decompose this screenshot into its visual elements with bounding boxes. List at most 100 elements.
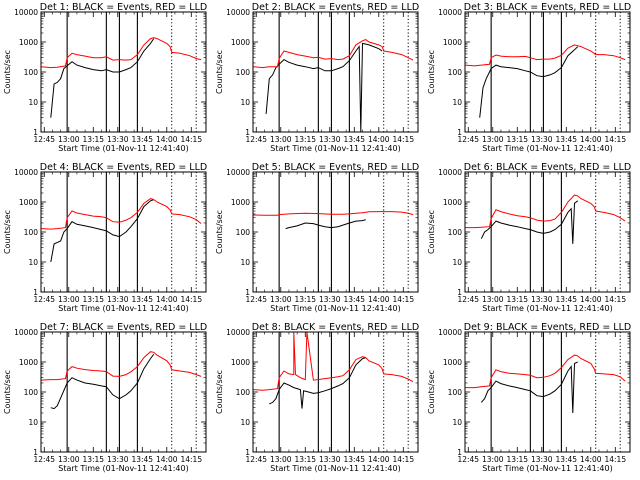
- x-tick-label: 12:45: [457, 455, 479, 464]
- panel-det-1: Det 1: BLACK = Events, RED = LLD 1 10 100 10…: [3, 2, 207, 153]
- y-tick-label: 1: [33, 288, 38, 297]
- plot-frame: [40, 331, 207, 453]
- events-series-line: [480, 200, 579, 244]
- x-tick-label: 13:00: [482, 455, 504, 464]
- x-tick-label: 14:00: [368, 455, 390, 464]
- plot-frame: [464, 331, 631, 453]
- y-tick-label: 10: [28, 98, 38, 107]
- y-tick-label: 1: [457, 128, 462, 137]
- x-tick-label: 13:45: [343, 455, 365, 464]
- x-tick-label: 14:15: [392, 135, 414, 144]
- y-axis-label: Counts/sec: [3, 50, 12, 94]
- y-tick-label: 100: [236, 228, 251, 237]
- x-tick-label: 13:00: [482, 295, 504, 304]
- x-tick-label: 13:30: [531, 455, 553, 464]
- x-tick-label: 13:30: [107, 135, 129, 144]
- plot-frame: [252, 11, 419, 133]
- panel-det-2: Det 2: BLACK = Events, RED = LLD 1 10 100 10…: [215, 2, 419, 153]
- y-axis-label: Counts/sec: [427, 50, 436, 94]
- y-axis-label: Counts/sec: [3, 370, 12, 414]
- x-tick-label: 13:15: [294, 295, 316, 304]
- y-tick-label: 10: [28, 258, 38, 267]
- panel-title: Det 2: BLACK = Events, RED = LLD: [252, 2, 419, 13]
- y-tick-label: 100: [24, 68, 39, 77]
- x-tick-label: 14:00: [156, 455, 178, 464]
- x-tick-label: 14:00: [156, 295, 178, 304]
- y-tick-label: 100: [236, 68, 251, 77]
- x-tick-label: 12:45: [33, 455, 55, 464]
- x-tick-label: 13:45: [343, 295, 365, 304]
- y-tick-label: 10000: [14, 8, 38, 17]
- y-tick-label: 1000: [231, 38, 250, 47]
- x-tick-label: 13:45: [131, 135, 153, 144]
- x-tick-label: 13:15: [82, 135, 104, 144]
- panel-title: Det 3: BLACK = Events, RED = LLD: [464, 2, 631, 13]
- y-tick-label: 10000: [14, 328, 38, 337]
- y-tick-label: 1000: [443, 358, 462, 367]
- x-tick-label: 13:30: [319, 455, 341, 464]
- x-tick-label: 13:30: [107, 295, 129, 304]
- lld-series-line: [253, 211, 414, 216]
- events-series-line: [269, 357, 366, 409]
- x-axis-label: Start Time (01-Nov-11 12:41:40): [58, 304, 188, 313]
- x-axis-label: Start Time (01-Nov-11 12:41:40): [58, 464, 188, 473]
- panel-title: Det 4: BLACK = Events, RED = LLD: [40, 162, 207, 173]
- panel-det-6: Det 6: BLACK = Events, RED = LLD 1 10 100 10…: [427, 162, 631, 313]
- plot-frame: [252, 171, 419, 293]
- y-tick-label: 100: [448, 388, 463, 397]
- y-tick-label: 1000: [19, 198, 38, 207]
- y-tick-label: 1000: [19, 358, 38, 367]
- y-axis-label: Counts/sec: [427, 210, 436, 254]
- y-tick-label: 1000: [443, 198, 462, 207]
- lld-series-line: [465, 44, 626, 67]
- y-tick-label: 100: [448, 68, 463, 77]
- events-series-line: [50, 199, 154, 263]
- x-tick-label: 13:45: [555, 135, 577, 144]
- y-tick-label: 1: [457, 288, 462, 297]
- plot-frame: [464, 171, 631, 293]
- x-tick-label: 12:45: [33, 135, 55, 144]
- events-series-line: [265, 42, 383, 132]
- lld-series-line: [253, 332, 414, 391]
- panel-det-8: Det 8: BLACK = Events, RED = LLD 1 10 100 10…: [215, 322, 419, 473]
- x-tick-label: 14:15: [180, 135, 202, 144]
- x-tick-label: 13:30: [319, 295, 341, 304]
- y-tick-label: 100: [448, 228, 463, 237]
- x-axis-label: Start Time (01-Nov-11 12:41:40): [58, 144, 188, 153]
- x-tick-label: 13:00: [58, 135, 80, 144]
- x-tick-label: 13:15: [82, 455, 104, 464]
- y-tick-label: 1: [33, 128, 38, 137]
- x-tick-label: 13:15: [294, 455, 316, 464]
- x-tick-label: 13:30: [531, 295, 553, 304]
- y-tick-label: 10000: [226, 8, 250, 17]
- events-series-line: [480, 361, 578, 414]
- plot-frame: [40, 171, 207, 293]
- panel-det-7: Det 7: BLACK = Events, RED = LLD 1 10 100 10…: [3, 322, 207, 473]
- x-tick-label: 13:45: [555, 455, 577, 464]
- lld-series-line: [465, 194, 626, 229]
- x-tick-label: 13:45: [343, 135, 365, 144]
- x-tick-label: 13:15: [82, 295, 104, 304]
- x-tick-label: 13:00: [270, 135, 292, 144]
- x-axis-label: Start Time (01-Nov-11 12:41:40): [270, 464, 400, 473]
- x-tick-label: 12:45: [33, 295, 55, 304]
- y-tick-label: 10: [452, 98, 462, 107]
- x-tick-label: 13:00: [58, 455, 80, 464]
- panel-title: Det 7: BLACK = Events, RED = LLD: [40, 322, 207, 333]
- x-tick-label: 14:15: [604, 135, 626, 144]
- x-tick-label: 14:15: [392, 455, 414, 464]
- y-tick-label: 10: [28, 418, 38, 427]
- plot-frame: [40, 11, 207, 133]
- y-axis-label: Counts/sec: [215, 210, 224, 254]
- panel-det-4: Det 4: BLACK = Events, RED = LLD 1 10 100 10…: [3, 162, 207, 313]
- panel-title: Det 8: BLACK = Events, RED = LLD: [252, 322, 419, 333]
- panel-det-5: Det 5: BLACK = Events, RED = LLD 1 10 100 10…: [215, 162, 419, 313]
- x-tick-label: 14:15: [604, 295, 626, 304]
- events-series-line: [285, 219, 366, 230]
- y-axis-label: Counts/sec: [3, 210, 12, 254]
- y-tick-label: 1000: [231, 198, 250, 207]
- y-tick-label: 1: [457, 448, 462, 457]
- y-axis-label: Counts/sec: [215, 370, 224, 414]
- y-tick-label: 10: [452, 258, 462, 267]
